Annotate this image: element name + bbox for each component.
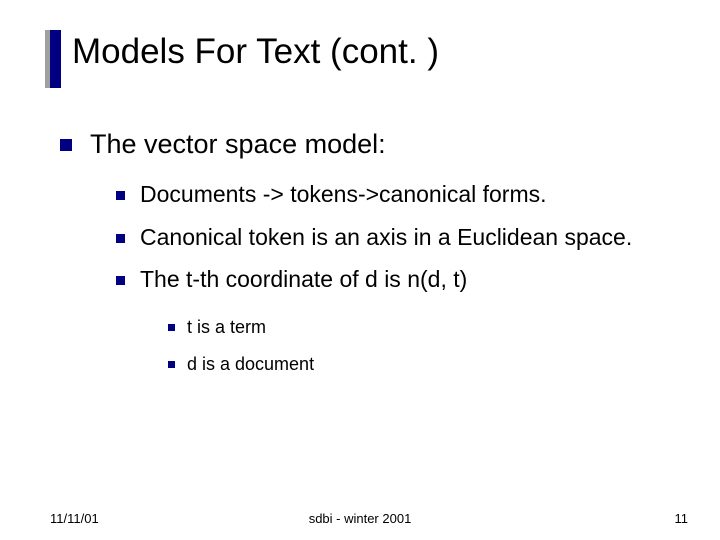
footer: sdbi - winter 2001 11/11/01 11	[0, 511, 720, 526]
square-bullet-icon	[168, 361, 175, 368]
title-accent-bar	[50, 30, 61, 88]
footer-date: 11/11/01	[50, 511, 99, 526]
square-bullet-icon	[116, 234, 125, 243]
footer-center: sdbi - winter 2001	[0, 511, 720, 526]
square-bullet-icon	[116, 191, 125, 200]
square-bullet-icon	[116, 276, 125, 285]
bullet-l2: Canonical token is an axis in a Euclidea…	[116, 223, 670, 252]
bullet-l2: Documents -> tokens->canonical forms.	[116, 180, 670, 209]
bullet-l3: d is a document	[168, 353, 670, 376]
slide-title: Models For Text (cont. )	[72, 30, 720, 71]
square-bullet-icon	[168, 324, 175, 331]
level3-group: t is a term d is a document	[60, 308, 670, 377]
bullet-l2-text: Canonical token is an axis in a Euclidea…	[140, 223, 632, 252]
square-bullet-icon	[60, 139, 72, 151]
bullet-l1: The vector space model:	[60, 128, 670, 162]
bullet-l1-text: The vector space model:	[90, 128, 386, 162]
title-area: Models For Text (cont. )	[0, 30, 720, 100]
bullet-l2: The t-th coordinate of d is n(d, t)	[116, 265, 670, 294]
content-area: The vector space model: Documents -> tok…	[0, 100, 720, 377]
bullet-l3-text: t is a term	[187, 316, 266, 339]
bullet-l2-text: Documents -> tokens->canonical forms.	[140, 180, 547, 209]
slide: Models For Text (cont. ) The vector spac…	[0, 0, 720, 540]
bullet-l2-text: The t-th coordinate of d is n(d, t)	[140, 265, 467, 294]
level2-group: Documents -> tokens->canonical forms. Ca…	[60, 176, 670, 294]
footer-page-number: 11	[675, 511, 689, 526]
bullet-l3-text: d is a document	[187, 353, 314, 376]
bullet-l3: t is a term	[168, 316, 670, 339]
